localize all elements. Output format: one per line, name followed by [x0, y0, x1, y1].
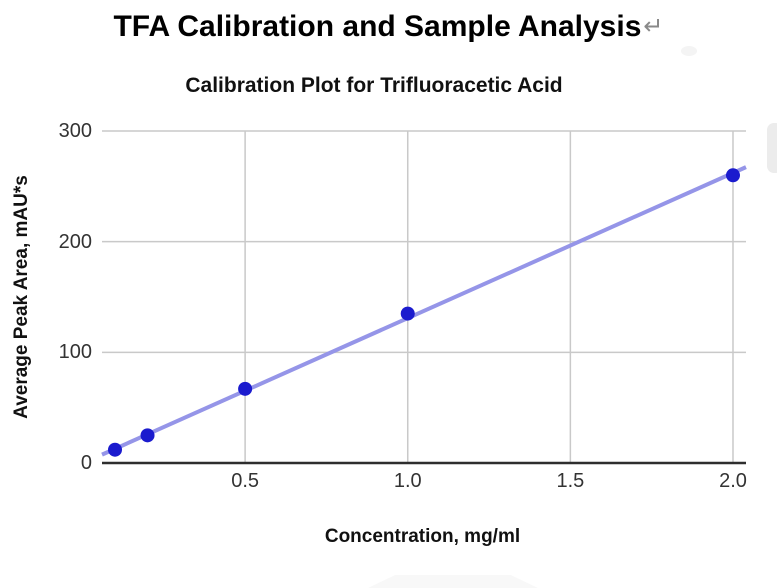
smudge-artifact	[681, 46, 697, 56]
y-tick-label: 200	[58, 230, 92, 253]
bottom-edge-artifact	[368, 575, 538, 588]
page-title: TFA Calibration and Sample Analysis	[113, 10, 642, 43]
y-tick-label: 100	[58, 341, 92, 364]
document-title-row: TFA Calibration and Sample Analysis↵	[0, 10, 777, 44]
x-tick-label: 0.5	[231, 470, 260, 492]
trendline	[101, 165, 747, 457]
x-tick-label: 1.5	[556, 470, 585, 492]
data-point	[140, 428, 155, 443]
y-tick-label: 300	[58, 120, 92, 142]
x-tick-label: 2.0	[719, 470, 747, 492]
data-point	[725, 168, 740, 183]
data-point	[108, 442, 123, 457]
y-tick-label: 0	[80, 452, 92, 474]
chart-title: Calibration Plot for Trifluoracetic Acid	[185, 74, 563, 97]
right-edge-artifact	[767, 123, 777, 173]
data-point	[238, 381, 253, 396]
x-tick-label: 1.0	[393, 470, 422, 492]
paragraph-return-icon: ↵	[643, 13, 664, 40]
x-axis-label: Concentration, mg/ml	[324, 526, 521, 547]
data-point	[400, 306, 415, 321]
